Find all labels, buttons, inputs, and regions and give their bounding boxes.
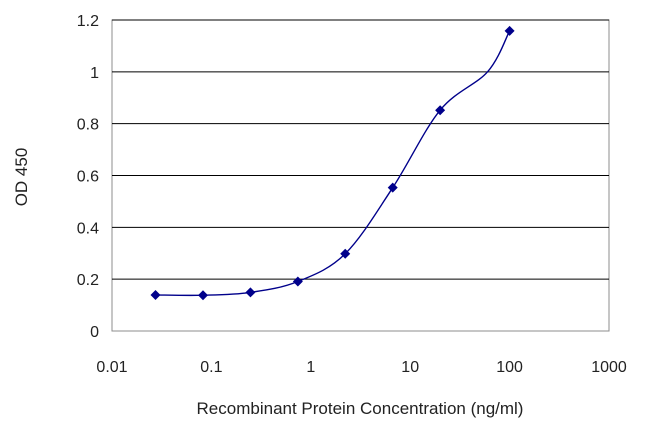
x-axis-title: Recombinant Protein Concentration (ng/ml… bbox=[197, 399, 524, 418]
gridlines bbox=[112, 19, 609, 280]
series-line bbox=[155, 30, 511, 297]
x-tick-label: 1 bbox=[306, 359, 315, 376]
data-point-marker bbox=[197, 290, 208, 301]
x-axis-tick-labels: 0.01 0.1 1 10 100 1000 bbox=[96, 359, 626, 376]
data-point-marker bbox=[435, 105, 446, 116]
y-tick-label: 1 bbox=[90, 65, 99, 82]
data-point-marker bbox=[245, 287, 256, 298]
x-tick-label: 0.1 bbox=[200, 359, 222, 376]
y-tick-label: 0.6 bbox=[77, 169, 99, 186]
data-point-marker bbox=[387, 182, 398, 193]
y-tick-label: 0.2 bbox=[77, 272, 99, 289]
data-point-marker bbox=[150, 289, 161, 300]
y-axis-title: OD 450 bbox=[12, 148, 31, 207]
y-tick-label: 0.8 bbox=[77, 117, 99, 134]
data-point-marker bbox=[504, 25, 515, 36]
x-tick-label: 0.01 bbox=[96, 359, 127, 376]
x-tick-label: 10 bbox=[401, 359, 419, 376]
series-line-group bbox=[155, 30, 511, 297]
data-point-marker bbox=[340, 248, 351, 259]
y-tick-label: 0 bbox=[90, 324, 99, 341]
y-tick-label: 0.4 bbox=[77, 220, 99, 237]
y-axis-tick-labels: 0 0.2 0.4 0.6 0.8 1 1.2 bbox=[77, 13, 99, 341]
x-tick-label: 1000 bbox=[591, 359, 627, 376]
y-tick-label: 1.2 bbox=[77, 13, 99, 30]
data-points bbox=[150, 25, 515, 301]
data-point-marker bbox=[292, 276, 303, 287]
x-tick-label: 100 bbox=[496, 359, 523, 376]
